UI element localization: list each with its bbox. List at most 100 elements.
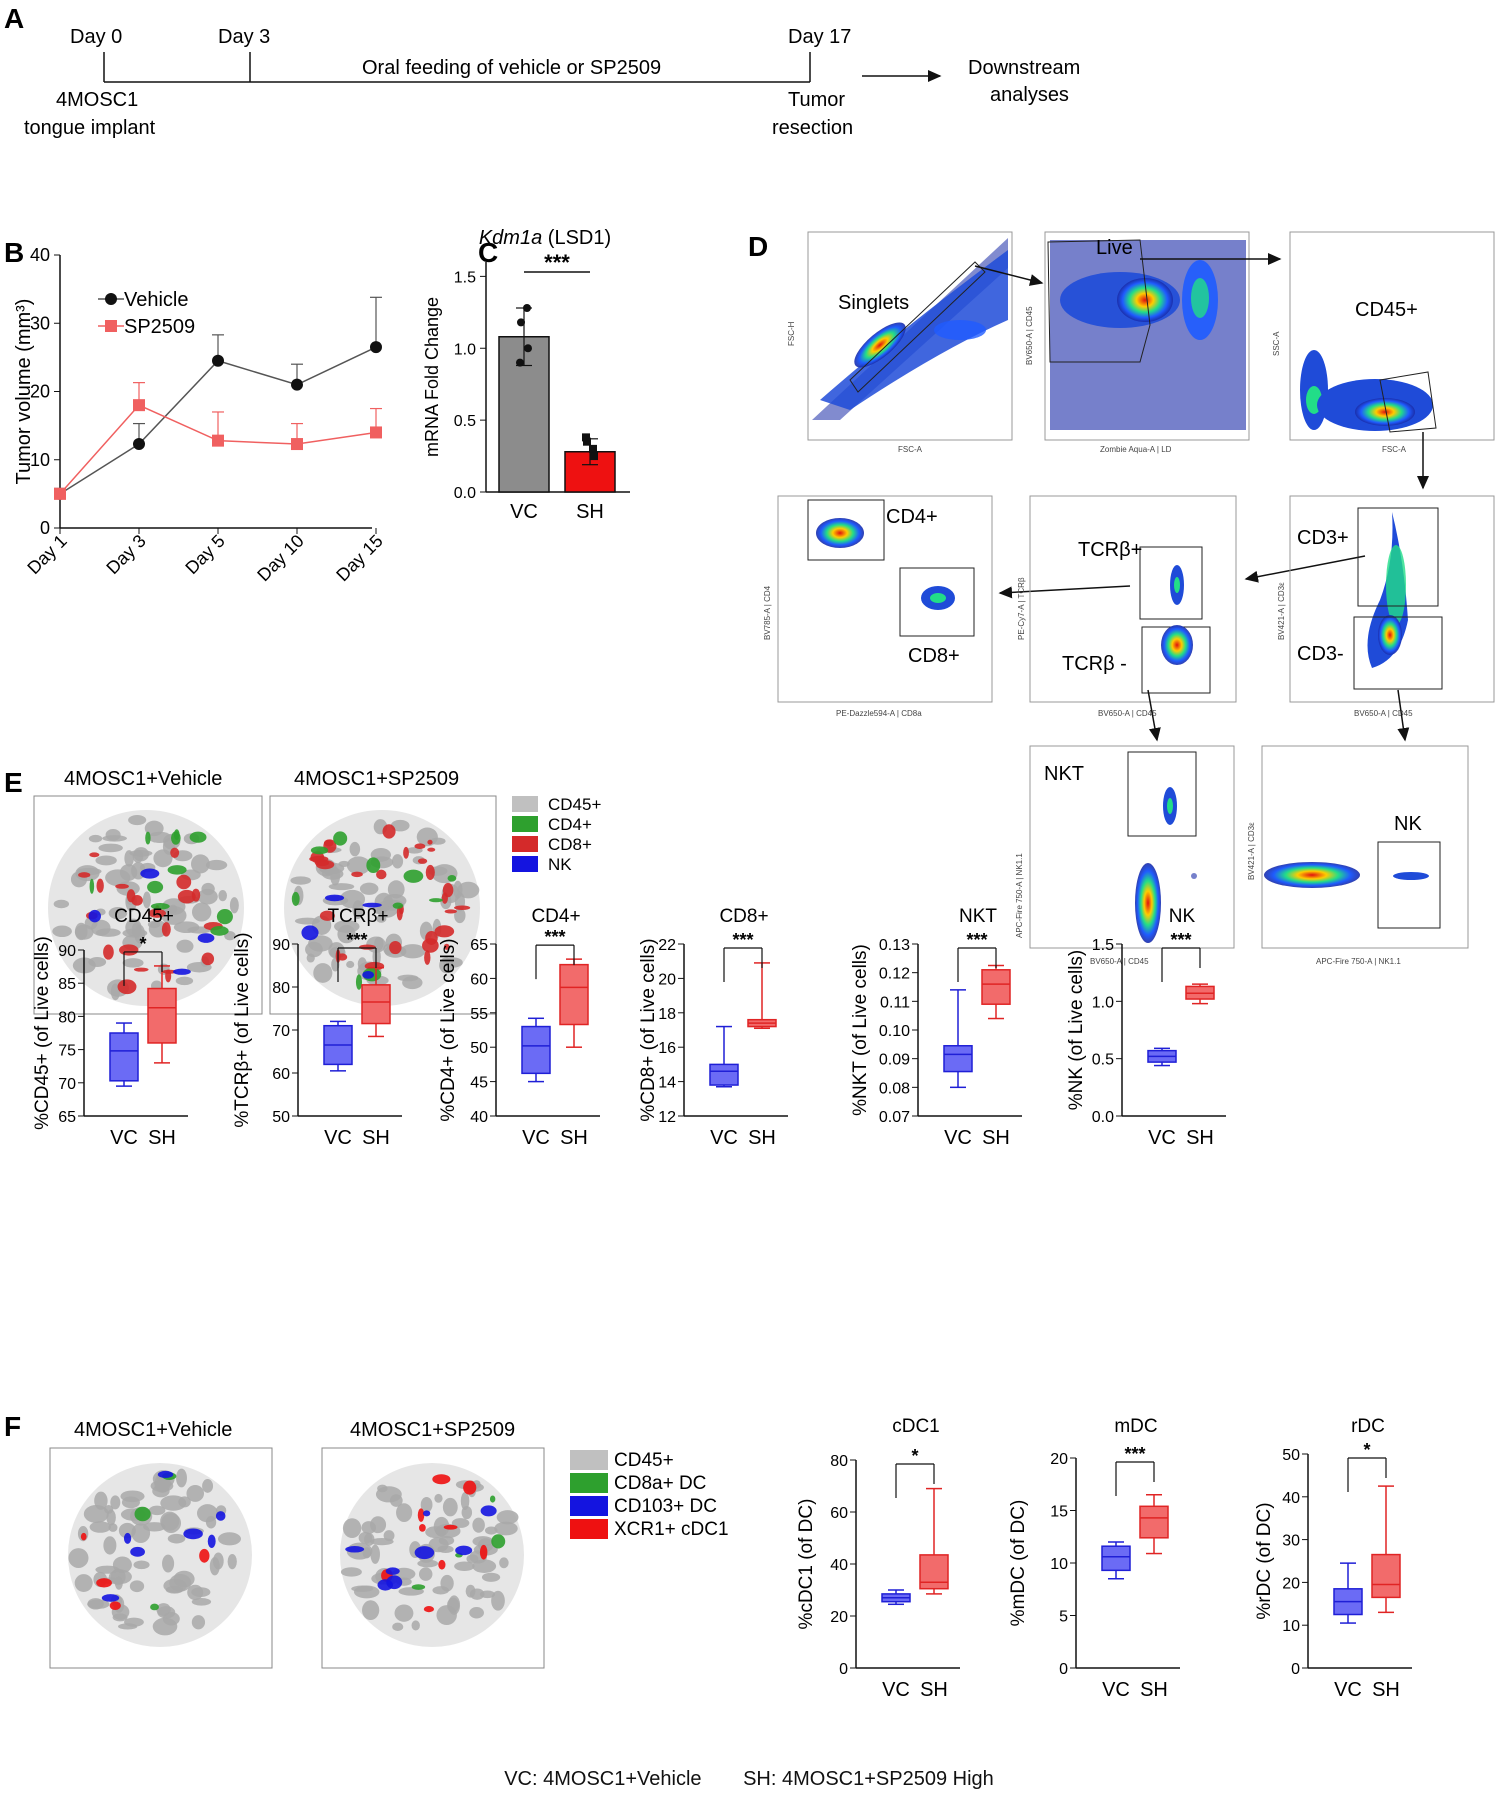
tsne-cluster-cd45 xyxy=(494,1521,518,1536)
tsne-cluster xyxy=(414,1546,435,1560)
tsne-cluster-cd45 xyxy=(110,1495,121,1510)
sig-label: *** xyxy=(544,927,565,947)
tsne-cluster xyxy=(210,926,229,936)
data-point-sp2509 xyxy=(291,438,303,451)
tsne-cluster-cd45 xyxy=(362,1600,380,1620)
data-point-sp2509 xyxy=(133,399,145,412)
tsne-cluster xyxy=(78,872,91,878)
tsne-cluster-cd45 xyxy=(397,974,419,982)
tsne-cluster xyxy=(366,857,381,874)
y-tick-label: 50 xyxy=(470,1040,488,1057)
y-tick-label: 10 xyxy=(30,450,50,470)
sample-point xyxy=(589,444,597,453)
legend-marker-vehicle xyxy=(105,293,117,305)
tsne-cluster-cd45 xyxy=(218,889,227,902)
tsne-cluster xyxy=(427,839,433,845)
y-tick-label: 0.11 xyxy=(880,994,910,1011)
tsne-cluster xyxy=(291,891,300,906)
y-tick-label: 60 xyxy=(470,971,488,988)
y-tick-label: 40 xyxy=(30,245,50,265)
y-tick-label: 0.0 xyxy=(454,485,476,502)
legend-label-f-cd103: CD103+ DC xyxy=(614,1496,717,1517)
tsne-cluster xyxy=(417,1508,425,1522)
tsne-cluster-cd45 xyxy=(229,897,239,914)
tsne-cluster xyxy=(176,874,192,890)
y-tick-label: 60 xyxy=(830,1505,848,1522)
tsne-cluster-cd45 xyxy=(191,1615,206,1630)
y-axis-label: %CD4+ (of Live cells) xyxy=(438,938,459,1121)
downstream-line2: analyses xyxy=(990,84,1069,106)
tsne-cluster-cd45 xyxy=(94,1491,108,1510)
box-vc xyxy=(521,1025,551,1075)
box-sh xyxy=(919,1554,949,1590)
tsne-cluster xyxy=(123,1532,132,1544)
tsne-cluster-cd45 xyxy=(190,854,210,874)
tsne-cluster-cd45 xyxy=(205,859,228,871)
y-tick-label: 1.0 xyxy=(454,341,476,358)
y-tick-label: 0.09 xyxy=(879,1052,910,1069)
tsne-cluster xyxy=(80,1532,87,1541)
tsne-cluster-cd45 xyxy=(432,1586,449,1595)
y-tick-label: 0.0 xyxy=(1092,1109,1114,1126)
title-protein: (LSD1) xyxy=(548,227,611,249)
tsne-cluster-cd45 xyxy=(484,1526,498,1535)
y-tick-label: 10 xyxy=(1050,1556,1068,1573)
y-tick-label: 1.5 xyxy=(1092,937,1114,954)
day3-label: Day 3 xyxy=(218,26,270,48)
tsne-cluster xyxy=(428,898,443,903)
tsne-cluster xyxy=(134,1506,151,1522)
f-tsne-plot-vehicle xyxy=(68,1463,252,1647)
tsne-cluster xyxy=(101,1594,120,1602)
gate-nk: NK xyxy=(1394,813,1422,835)
x-tick-label: SH xyxy=(148,1127,176,1149)
tsne-cluster xyxy=(130,1546,145,1557)
gating-plot-nkt: NKT APC-Fire 750-A | NK1.1 BV650-A | CD4… xyxy=(1015,745,1235,966)
tsne-cluster xyxy=(150,1603,159,1611)
tsne-cluster-cd45 xyxy=(472,1536,494,1547)
tsne-cluster xyxy=(382,824,396,839)
tsne-cluster-cd45 xyxy=(290,876,312,885)
panel-e-label: E xyxy=(4,767,23,798)
tsne-cluster xyxy=(103,944,114,960)
tsne-cluster-cd45 xyxy=(337,924,356,944)
tsne-cluster-cd45 xyxy=(390,819,410,832)
chart-c-kdm1a: 0.0 0.5 1.0 1.5 mRNA Fold Change Kdm1a (LSD1)… xyxy=(422,227,630,523)
tsne-cluster xyxy=(377,1579,394,1591)
axis-bv650-cd45-2: BV650-A | CD45 xyxy=(1098,709,1157,718)
x-tick-label: SH xyxy=(748,1127,776,1149)
tsne-cluster xyxy=(355,974,363,990)
y-axis-label: %mDC (of DC) xyxy=(1008,1500,1029,1627)
day17-label: Day 17 xyxy=(788,26,851,48)
tsne-cluster-cd45 xyxy=(128,814,147,826)
box-plot-nkt: NKT 0.07 0.08 0.09 0.10 0.11 0.12 0.13 %NKT (of … xyxy=(850,906,1022,1149)
tsne-cluster-cd45 xyxy=(53,899,70,909)
legend-label-nk: NK xyxy=(548,855,572,874)
tsne-cluster-cd45 xyxy=(383,1530,395,1542)
x-tick-label: SH xyxy=(982,1127,1010,1149)
y-tick-label: 60 xyxy=(272,1066,290,1083)
x-tick-label: SH xyxy=(920,1679,948,1701)
gating-plot-nk: NK BV421-A | CD3ε APC-Fire 750-A | NK1.1 xyxy=(1247,745,1469,966)
tsne-cluster xyxy=(434,925,455,938)
tsne-cluster-cd45 xyxy=(466,1554,479,1564)
tsne-cluster xyxy=(425,864,435,880)
box-title: TCRβ+ xyxy=(327,906,388,927)
x-tick-label: VC xyxy=(882,1679,910,1701)
implant-line1: 4MOSC1 xyxy=(56,89,138,111)
legend-label-sp2509: SP2509 xyxy=(124,316,195,338)
tsne-cluster-cd45 xyxy=(313,963,333,983)
gate-cd3-neg: CD3- xyxy=(1297,643,1344,665)
y-tick-label: 1.0 xyxy=(1092,994,1114,1011)
x-tick-label: SH xyxy=(1372,1679,1400,1701)
tsne-cluster xyxy=(419,1524,426,1532)
tsne-cluster-cd45 xyxy=(430,837,446,845)
y-tick-label: 5 xyxy=(1059,1609,1068,1626)
resection-line2: resection xyxy=(772,117,853,139)
tsne-cluster-cd45 xyxy=(294,917,320,925)
tsne-cluster-cd45 xyxy=(472,1517,485,1533)
y-tick-label: 55 xyxy=(470,1006,488,1023)
box-plot-mdc: mDC 0 5 10 15 20 %mDC (of DC) VC SH *** xyxy=(1008,1416,1180,1701)
tsne-cluster-cd45 xyxy=(147,920,161,929)
box-plot-cd4: CD4+ 40 45 50 55 60 65 %CD4+ (of Live cells) VC S… xyxy=(438,906,600,1149)
tsne-cluster-cd45 xyxy=(352,900,364,919)
